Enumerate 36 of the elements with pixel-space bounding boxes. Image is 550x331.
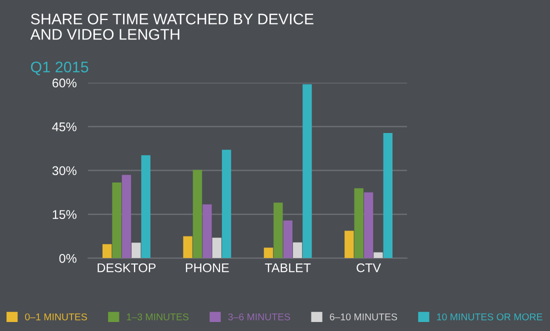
bar [383, 133, 392, 258]
bar [274, 202, 283, 258]
legend-label: 1–3 MINUTES [127, 313, 189, 320]
chart-title: SHARE OF TIME WATCHED BY DEVICE AND VIDEO LENGTH [30, 14, 314, 40]
bar [183, 236, 192, 258]
legend-label: 10 MINUTES OR MORE [437, 313, 542, 320]
bar [364, 192, 374, 258]
bar [122, 174, 132, 258]
legend-label: 0–1 MINUTES [25, 313, 87, 320]
bar [292, 242, 302, 258]
x-tick-label: PHONE [186, 263, 229, 272]
x-tick-label: DESKTOP [98, 263, 156, 272]
bar [344, 230, 354, 258]
bar [212, 238, 222, 258]
chart-subtitle: Q1 2015 [30, 62, 88, 76]
y-tick-label: 15% [52, 210, 76, 219]
bar [302, 84, 312, 258]
bar [112, 182, 122, 258]
y-tick-label: 45% [52, 122, 76, 132]
bar [283, 220, 292, 258]
y-tick-label: 30% [52, 166, 76, 176]
bar [141, 155, 150, 258]
y-tick-label: 60% [52, 78, 76, 88]
bar [202, 204, 212, 258]
bar [264, 248, 274, 258]
legend-label: 6–10 MINUTES [330, 313, 398, 320]
bar [102, 244, 112, 258]
bar [222, 150, 232, 258]
bar [354, 188, 364, 258]
x-tick-label: TABLET [264, 264, 311, 272]
bar [132, 242, 141, 258]
legend-label: 3–6 MINUTES [228, 313, 290, 320]
y-tick-label: 0% [59, 254, 76, 263]
bar [192, 170, 202, 258]
x-tick-label: CTV [356, 263, 381, 272]
bar [374, 252, 383, 258]
